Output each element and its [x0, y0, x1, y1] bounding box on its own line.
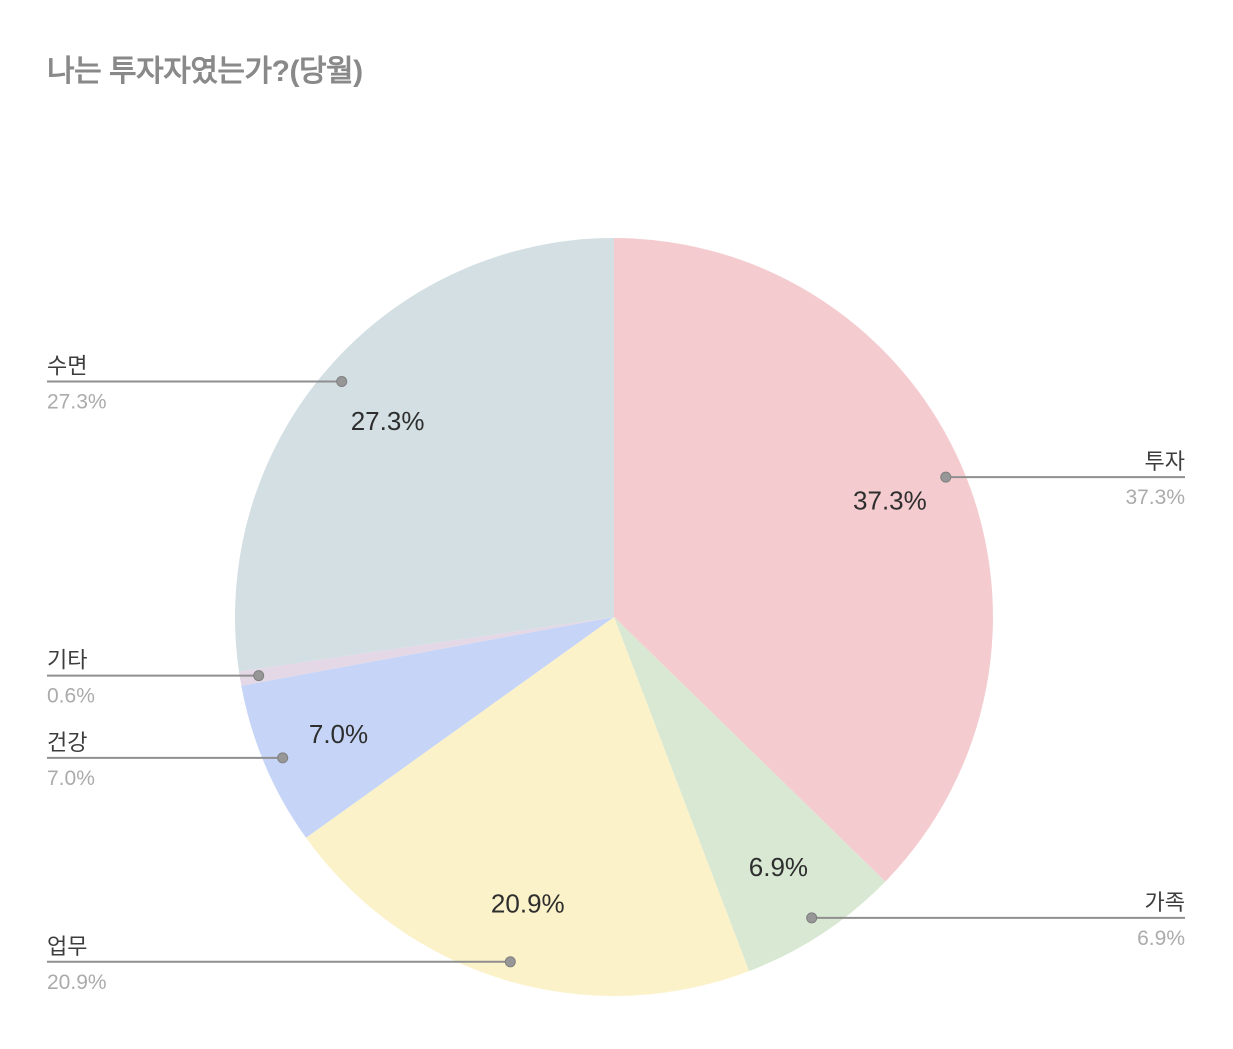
pie-slice-health[interactable]: [241, 617, 615, 838]
slice-inner-label-family: 6.9%: [749, 852, 808, 882]
pie-slice-etc[interactable]: [239, 617, 614, 686]
pie-slice-work[interactable]: [306, 617, 750, 996]
callout-dot-sleep: [336, 376, 348, 387]
callout-pct-family: 6.9%: [1137, 927, 1185, 950]
pie-slice-investment[interactable]: [614, 238, 993, 882]
callout-dot-investment: [940, 471, 952, 483]
pie-slice-sleep[interactable]: [235, 238, 615, 672]
callout-pct-etc: 0.6%: [47, 685, 95, 708]
callout-pct-investment: 37.3%: [1125, 486, 1185, 509]
callout-dot-health: [277, 752, 289, 764]
callout-label-investment: 투자: [1145, 449, 1185, 474]
callout-label-etc: 기타: [47, 648, 87, 673]
callout-label-sleep: 수면: [47, 354, 87, 379]
chart-title: 나는 투자자였는가?(당월): [47, 55, 363, 88]
slice-inner-label-sleep: 27.3%: [351, 406, 425, 436]
callout-pct-work: 20.9%: [47, 971, 107, 994]
callout-dot-etc: [253, 670, 265, 682]
callout-pct-sleep: 27.3%: [47, 391, 107, 414]
slice-inner-label-work: 20.9%: [491, 889, 565, 919]
callout-dot-work: [504, 956, 516, 968]
callout-dot-family: [806, 912, 818, 924]
callout-label-family: 가족: [1145, 890, 1185, 915]
callout-label-health: 건강: [47, 730, 87, 755]
callout-label-work: 업무: [47, 934, 87, 959]
slice-inner-label-investment: 37.3%: [853, 486, 927, 516]
pie-slice-family[interactable]: [614, 617, 886, 972]
callout-pct-health: 7.0%: [47, 767, 95, 790]
slice-inner-label-health: 7.0%: [309, 719, 368, 749]
